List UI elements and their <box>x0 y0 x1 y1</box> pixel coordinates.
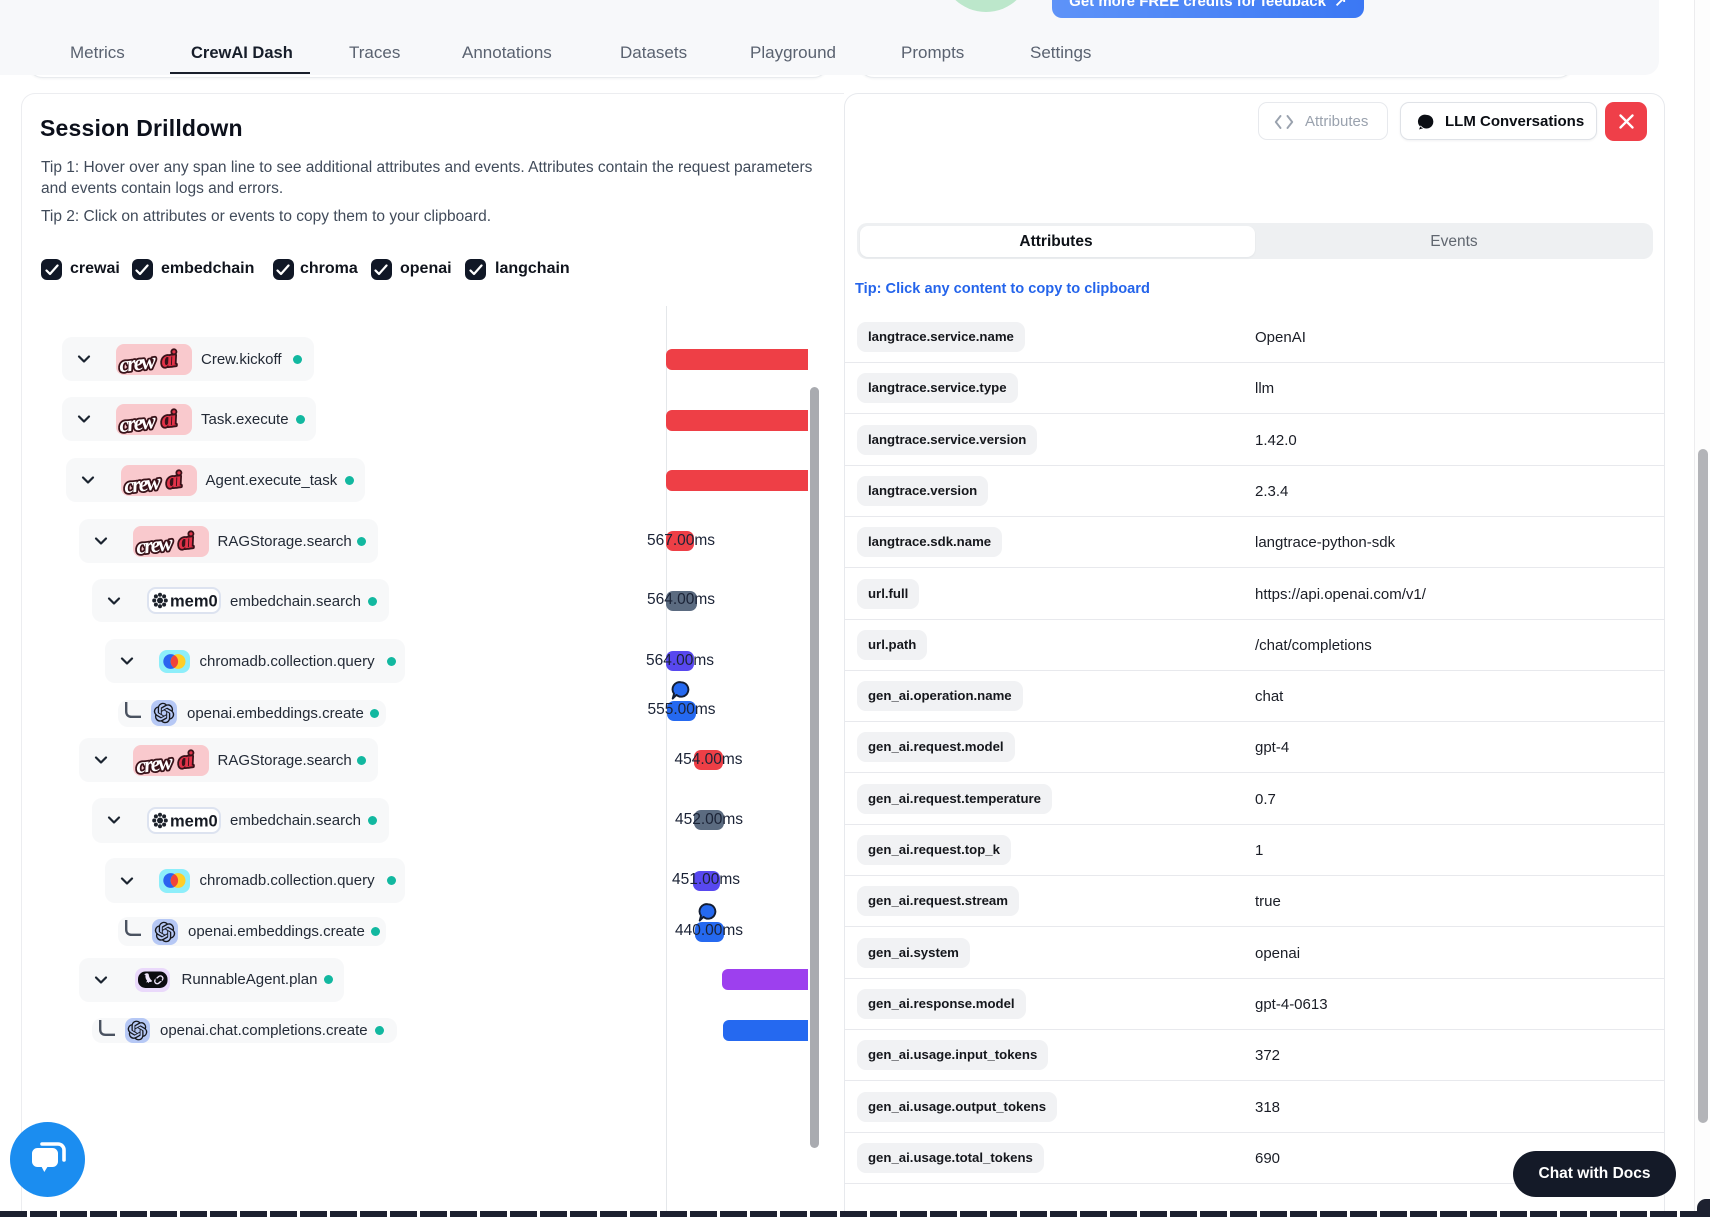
svg-text:crew: crew <box>135 748 175 775</box>
svg-text:ai: ai <box>177 527 196 554</box>
svg-text:ai: ai <box>160 405 179 432</box>
svg-text:mem0: mem0 <box>170 593 218 611</box>
svg-text:crew: crew <box>122 468 162 495</box>
svg-text:crew: crew <box>118 407 158 434</box>
svg-text:mem0: mem0 <box>170 812 218 830</box>
svg-text:ai: ai <box>177 746 196 773</box>
svg-text:ai: ai <box>160 345 179 372</box>
svg-text:crew: crew <box>118 347 158 374</box>
svg-text:crew: crew <box>135 529 175 556</box>
svg-text:ai: ai <box>164 466 183 493</box>
